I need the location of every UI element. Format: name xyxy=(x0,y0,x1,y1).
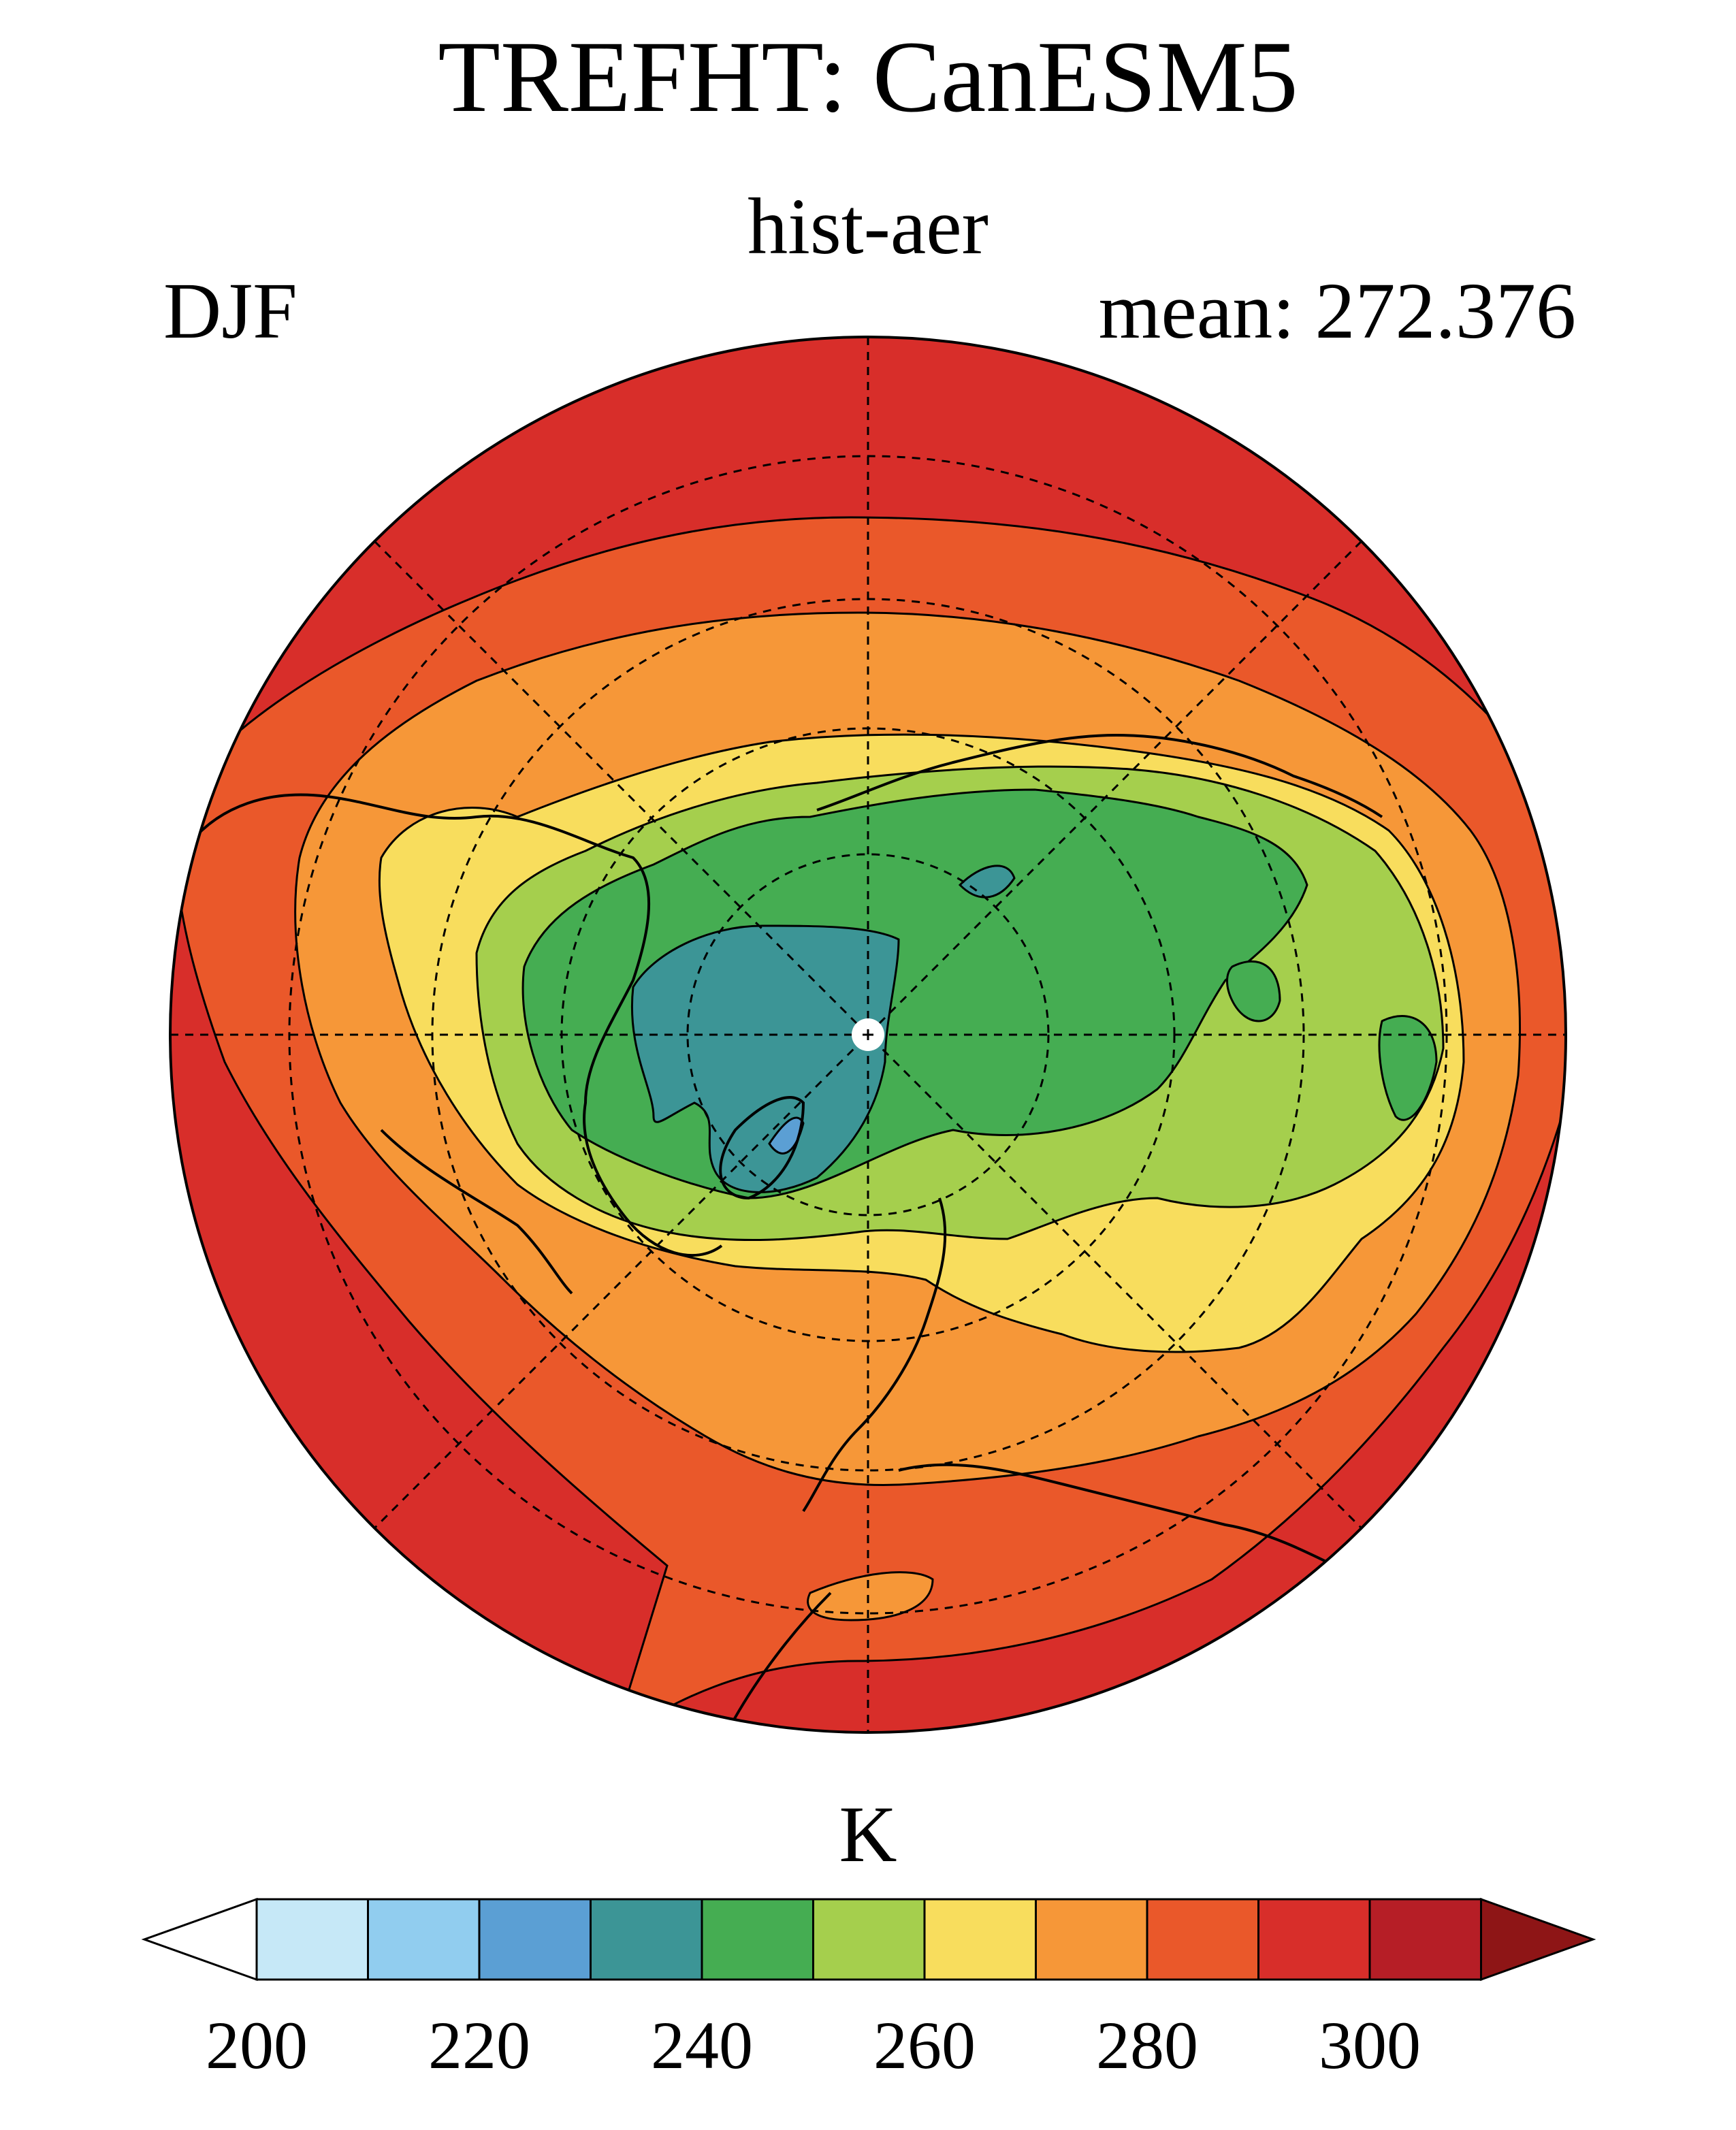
colorbar-tick-label: 240 xyxy=(651,2007,753,2083)
colorbar-cell xyxy=(367,1898,481,1981)
colorbar-tick-label: 260 xyxy=(873,2007,976,2083)
pole-cross-icon xyxy=(863,1029,873,1040)
colorbar-cell xyxy=(478,1898,592,1981)
colorbar-high-triangle xyxy=(1480,1897,1596,1982)
colorbar-cell xyxy=(923,1898,1037,1981)
colorbar-cell xyxy=(255,1898,369,1981)
band-270-280-sahara xyxy=(807,1571,934,1621)
colorbar-units: K xyxy=(839,1790,897,1879)
band-240-250-tibet xyxy=(1378,1015,1438,1121)
colorbar-cell xyxy=(1035,1898,1148,1981)
band-230-240 xyxy=(630,924,900,1193)
colorbar-cells xyxy=(141,1897,1596,1982)
colorbar-cell xyxy=(812,1898,926,1981)
colorbar-tick-label: 300 xyxy=(1319,2007,1421,2083)
colorbar-low-triangle xyxy=(141,1897,258,1982)
colorbar-tick-label: 200 xyxy=(206,2007,308,2083)
season-label: DJF xyxy=(163,266,298,355)
colorbar-cell xyxy=(1146,1898,1259,1981)
latitude-circle-75 xyxy=(686,853,1050,1216)
colorbar-cell xyxy=(1368,1898,1482,1981)
colorbar-cell xyxy=(701,1898,814,1981)
band-240-250-eurasia-patch xyxy=(1226,960,1281,1022)
land-coastline-eurasia xyxy=(720,733,1383,1732)
land-coastline-north-america xyxy=(182,793,723,1295)
colorbar-tick-label: 220 xyxy=(428,2007,530,2083)
meridian-135 xyxy=(373,540,1363,1530)
land-coastline-greenland xyxy=(719,1096,805,1200)
meridian-45 xyxy=(373,540,1363,1530)
graticule xyxy=(170,337,1566,1732)
experiment-subtitle: hist-aer xyxy=(748,182,988,271)
mean-label: mean: 272.376 xyxy=(1098,266,1576,355)
colorbar-tick-label: 280 xyxy=(1096,2007,1198,2083)
colorbar-cell xyxy=(590,1898,703,1981)
figure-title: TREFHT: CanESM5 xyxy=(438,20,1298,133)
colorbar-cell xyxy=(1257,1898,1371,1981)
